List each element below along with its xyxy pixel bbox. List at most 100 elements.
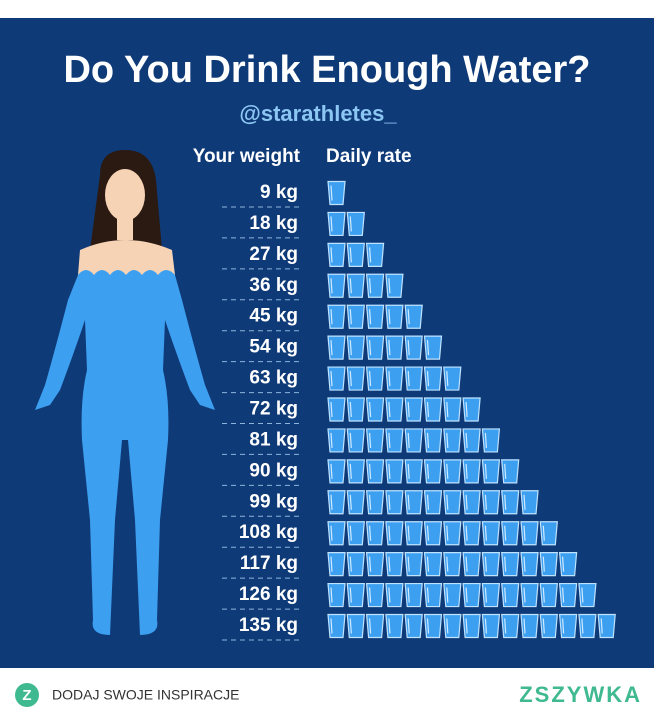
glass-row bbox=[327, 552, 578, 577]
glass-shine bbox=[484, 494, 487, 510]
glass-shine bbox=[426, 618, 430, 634]
glass-shine bbox=[369, 587, 372, 603]
glass-shine bbox=[330, 185, 333, 201]
glass bbox=[327, 552, 346, 577]
glass bbox=[462, 459, 481, 484]
glass bbox=[423, 459, 443, 484]
glass-shine bbox=[484, 432, 487, 448]
glass-shine bbox=[349, 216, 352, 232]
glass bbox=[443, 428, 462, 453]
glass bbox=[520, 521, 539, 546]
glass-shine bbox=[426, 556, 430, 572]
glass bbox=[385, 397, 404, 422]
glass-shine bbox=[349, 371, 352, 387]
glass-shine bbox=[369, 463, 372, 479]
glass bbox=[501, 490, 520, 515]
glass-row bbox=[327, 613, 616, 639]
glass-row bbox=[327, 273, 404, 298]
glass bbox=[346, 211, 365, 237]
glass bbox=[501, 582, 520, 608]
glass-row bbox=[327, 180, 346, 206]
glass bbox=[385, 582, 404, 608]
glass bbox=[539, 521, 558, 546]
glass bbox=[365, 613, 385, 639]
glass-row bbox=[327, 459, 520, 484]
glass bbox=[385, 273, 404, 298]
glass bbox=[481, 613, 501, 639]
glass-row bbox=[327, 490, 539, 515]
glass bbox=[443, 397, 462, 422]
glass-shine bbox=[388, 371, 391, 387]
glass bbox=[539, 552, 558, 577]
glass-shine bbox=[504, 587, 507, 603]
weight-label: 9 kg bbox=[260, 182, 298, 203]
glass-shine bbox=[484, 463, 487, 479]
glass-shine bbox=[330, 463, 333, 479]
glass bbox=[346, 397, 365, 422]
glass bbox=[327, 366, 346, 391]
glass bbox=[346, 552, 365, 577]
glass-shine bbox=[407, 556, 410, 572]
glass-shine bbox=[542, 587, 545, 603]
glass bbox=[404, 521, 423, 546]
weight-label: 117 kg bbox=[240, 553, 298, 574]
weight-label: 90 kg bbox=[249, 460, 298, 481]
glass-shine bbox=[330, 587, 333, 603]
glass-shine bbox=[504, 494, 507, 510]
glass-shine bbox=[426, 371, 430, 387]
glass-shine bbox=[407, 401, 410, 418]
glass bbox=[443, 582, 462, 608]
glass-shine bbox=[388, 432, 391, 448]
glass-row bbox=[327, 521, 558, 546]
glass bbox=[346, 613, 365, 639]
glass bbox=[404, 459, 423, 484]
glass-shine bbox=[349, 432, 352, 448]
glass bbox=[462, 521, 481, 546]
glass-shine bbox=[349, 463, 352, 479]
glass bbox=[365, 273, 385, 298]
glass-shine bbox=[465, 556, 468, 572]
glass bbox=[365, 459, 385, 484]
glass-shine bbox=[407, 432, 410, 448]
glass bbox=[462, 613, 481, 639]
glass-shine bbox=[426, 494, 430, 510]
glass-shine bbox=[369, 371, 372, 387]
glass bbox=[365, 428, 385, 453]
glass bbox=[385, 552, 404, 577]
glass-shine bbox=[349, 309, 352, 325]
glass-shine bbox=[330, 401, 333, 418]
glass bbox=[481, 521, 501, 546]
glass-shine bbox=[562, 618, 565, 634]
weight-label: 45 kg bbox=[249, 306, 298, 327]
glass bbox=[462, 552, 481, 577]
glass bbox=[423, 428, 443, 453]
glass-shine bbox=[426, 525, 430, 541]
footer-link[interactable]: DODAJ SWOJE INSPIRACJE bbox=[52, 687, 239, 703]
glass bbox=[327, 613, 346, 639]
glass bbox=[365, 582, 385, 608]
glass-shine bbox=[349, 556, 352, 572]
glass-shine bbox=[369, 618, 372, 634]
glass bbox=[520, 490, 539, 515]
glass-shine bbox=[349, 494, 352, 510]
glass-shine bbox=[369, 247, 372, 263]
weight-label: 135 kg bbox=[239, 615, 298, 636]
footer-brand[interactable]: ZSZYWKA bbox=[519, 682, 642, 707]
glass-shine bbox=[562, 587, 565, 603]
glass bbox=[443, 552, 462, 577]
glass bbox=[327, 211, 346, 237]
glass bbox=[327, 242, 346, 267]
glass bbox=[327, 273, 346, 298]
glass-shine bbox=[330, 309, 333, 325]
glass-shine bbox=[330, 278, 333, 294]
glass bbox=[423, 397, 443, 422]
glass-shine bbox=[446, 432, 449, 448]
glass-shine bbox=[600, 618, 603, 634]
glass bbox=[558, 582, 578, 608]
glass bbox=[327, 180, 346, 206]
glass bbox=[462, 582, 481, 608]
glass bbox=[346, 335, 365, 360]
glass bbox=[404, 613, 423, 639]
weight-label: 18 kg bbox=[249, 213, 298, 234]
weight-label: 72 kg bbox=[249, 399, 298, 420]
